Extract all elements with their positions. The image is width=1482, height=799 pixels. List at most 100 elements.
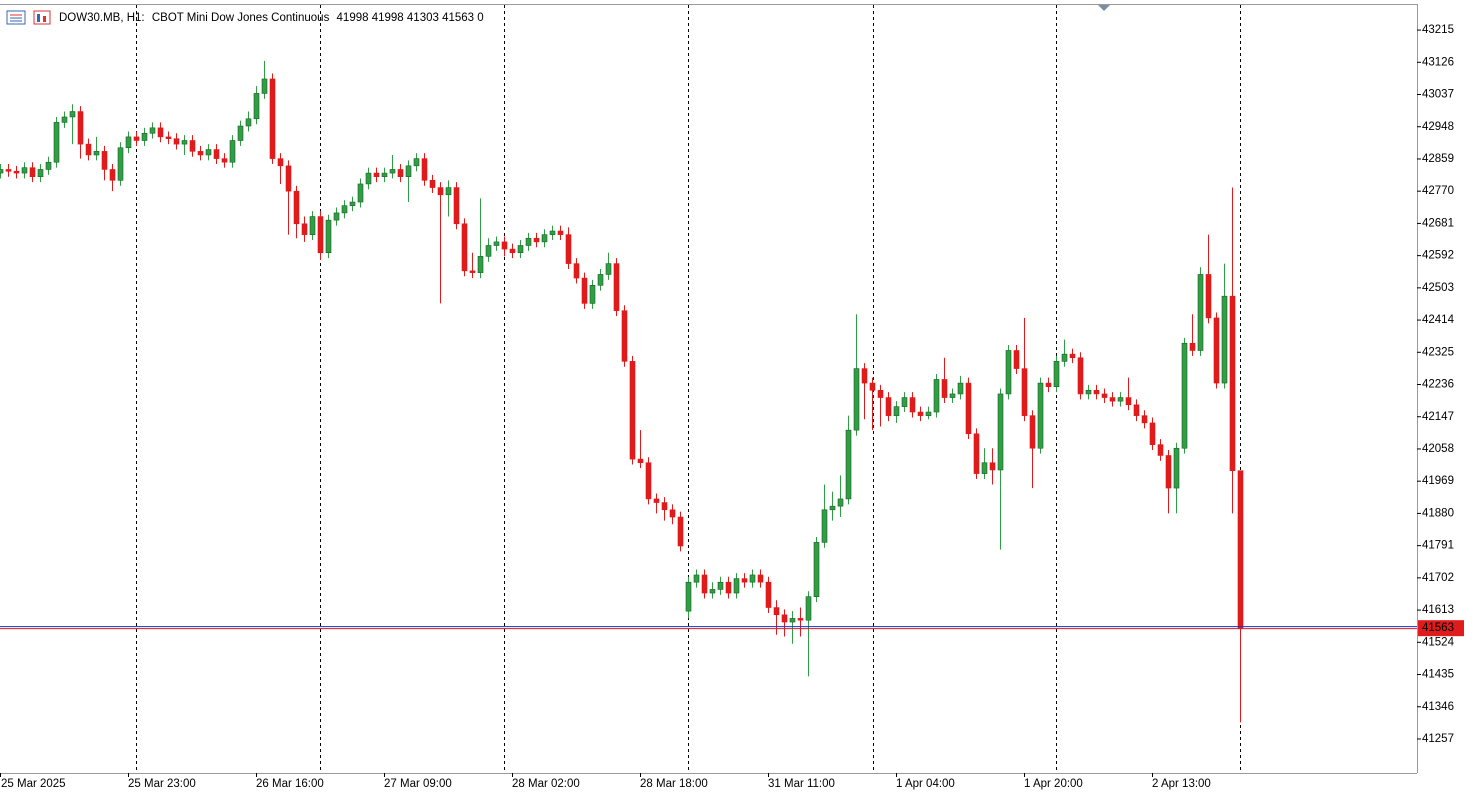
candle-body [181, 140, 188, 145]
candle-body [21, 167, 28, 174]
y-tick-label: 42503 [1422, 282, 1454, 294]
candle-body [1125, 397, 1132, 406]
candle-body [573, 263, 580, 279]
candle-body [557, 230, 564, 235]
candle-body [637, 458, 644, 464]
last-close: 41563 [442, 12, 474, 24]
x-tick-label: 25 Mar 2025 [1, 778, 66, 790]
candle-body [141, 132, 148, 141]
candle-body [1101, 393, 1108, 398]
chart-header: DOW30.MB, H1: CBOT Mini Dow Jones Contin… [59, 12, 484, 24]
y-tick-label: 42414 [1422, 314, 1455, 326]
candle-body [133, 136, 140, 141]
candle-body [861, 368, 868, 384]
y-tick-label: 41346 [1422, 701, 1454, 713]
candle-body [109, 169, 116, 181]
candle-body [501, 241, 508, 250]
candle-body [5, 169, 12, 172]
y-tick-label: 41435 [1422, 669, 1454, 681]
candle-body [165, 136, 172, 139]
candle-body [757, 574, 764, 583]
y-tick-label: 41702 [1422, 572, 1454, 584]
candle-body [725, 581, 732, 594]
candle-body [493, 241, 500, 246]
candle-body [341, 205, 348, 214]
candle-body [1173, 447, 1180, 489]
candle-body [1141, 415, 1148, 424]
candle-body [1109, 397, 1116, 402]
candle-body [813, 542, 820, 597]
candle-body [533, 237, 540, 243]
candle-body [477, 256, 484, 273]
candle-body [453, 187, 460, 225]
candle-body [53, 122, 60, 163]
candle-body [1061, 353, 1068, 362]
candle-body [717, 581, 724, 590]
x-tick-label: 31 Mar 11:00 [768, 778, 835, 790]
candle-body [829, 505, 836, 511]
candle-body [213, 149, 220, 159]
y-tick-label: 42948 [1422, 121, 1454, 133]
candle-body [549, 230, 556, 235]
candle-body [189, 140, 196, 152]
candle-body [1149, 422, 1156, 445]
candle-body [1157, 444, 1164, 456]
candle-body [901, 397, 908, 407]
candle-body [37, 169, 44, 177]
x-tick-label: 2 Apr 13:00 [1152, 778, 1211, 790]
candle-body [1165, 455, 1172, 489]
candle-body [101, 151, 108, 170]
candle-body [69, 111, 76, 118]
candle-body [1077, 357, 1084, 395]
x-tick-label: 28 Mar 18:00 [640, 778, 708, 790]
candle-body [373, 172, 380, 177]
last-high: 41998 [372, 12, 404, 24]
candle-body [789, 618, 796, 623]
candle-body [693, 574, 700, 583]
chart-icon[interactable] [33, 10, 51, 25]
candle-body [1005, 350, 1012, 395]
candle-body [349, 201, 356, 206]
candle-body [277, 158, 284, 167]
candle-body [85, 143, 92, 156]
candle-body [869, 382, 876, 391]
candle-body [469, 270, 476, 273]
candle-body [197, 151, 204, 156]
candle-body [773, 607, 780, 616]
candle-body [709, 589, 716, 594]
candle-body [909, 397, 916, 413]
candle-body [1045, 382, 1052, 387]
candle-body [653, 498, 660, 503]
candle-body [997, 393, 1004, 471]
candle-body [589, 285, 596, 304]
x-tick-label: 25 Mar 23:00 [128, 778, 196, 790]
candle-body [1181, 342, 1188, 449]
chart-icon-bar [37, 14, 40, 22]
candle-body [221, 158, 228, 163]
candle-body [597, 274, 604, 286]
candle-body [1069, 353, 1076, 359]
candle-body [117, 147, 124, 181]
y-tick-label: 43037 [1422, 89, 1454, 101]
candle-body [1133, 404, 1140, 416]
candle-body [293, 190, 300, 225]
candle-body [485, 245, 492, 257]
candle-body [853, 368, 860, 431]
candle-body [429, 180, 436, 188]
candle-body [565, 234, 572, 264]
candle-body [1021, 368, 1028, 416]
candle-body [845, 429, 852, 500]
y-tick-label: 42592 [1422, 250, 1454, 262]
volume: 0 [477, 12, 483, 24]
candle-body [685, 581, 692, 612]
candle-body [397, 169, 404, 177]
candle-body [125, 136, 132, 149]
candle-body [93, 151, 100, 156]
candle-body [421, 158, 428, 181]
candle-body [989, 462, 996, 471]
candle-body [893, 406, 900, 416]
y-tick-label: 42058 [1422, 443, 1454, 455]
candle-body [1189, 342, 1196, 351]
candle-body [333, 212, 340, 221]
